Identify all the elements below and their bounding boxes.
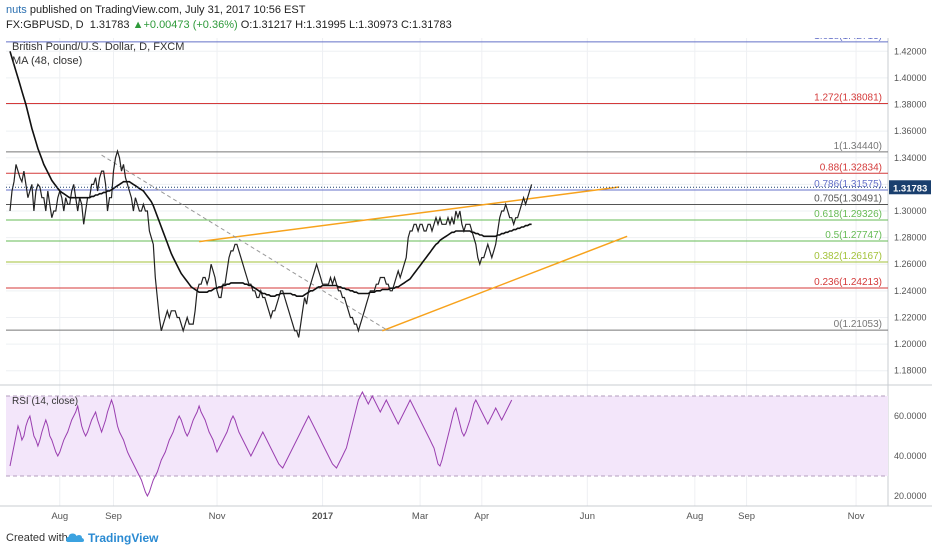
rsi-tick: 20.0000 — [894, 491, 927, 501]
close-value: C:1.31783 — [400, 19, 452, 31]
fib-label-0.236: 0.236(1.24213) — [814, 277, 882, 288]
time-tick: Sep — [738, 511, 755, 522]
rsi-line — [9, 390, 513, 498]
fib-label-0.382: 0.382(1.26167) — [814, 251, 882, 262]
price-tick: 1.40000 — [894, 73, 927, 83]
price-tick: 1.18000 — [894, 366, 927, 376]
last-price-marker — [889, 180, 931, 195]
price-tick: 1.20000 — [894, 339, 927, 349]
trendlines[interactable] — [101, 154, 628, 332]
tradingview-brand[interactable]: TradingView — [88, 531, 159, 545]
low-value: L:1.30973 — [348, 19, 398, 31]
time-tick: Apr — [474, 511, 489, 522]
fib-label-0.786: 0.786(1.31575) — [814, 179, 882, 190]
publish-info: nuts published on TradingView.com, July … — [6, 4, 305, 16]
time-tick: Nov — [209, 511, 226, 522]
rsi-tick: 40.0000 — [894, 451, 927, 461]
price-tick: 1.36000 — [894, 126, 927, 136]
open-value: O:1.31217 — [240, 19, 293, 31]
rsi-band — [6, 396, 888, 476]
last-price: 1.31783 — [89, 19, 130, 31]
time-tick: Jun — [580, 511, 595, 522]
rsi-pane — [6, 390, 888, 498]
price-tick: 1.24000 — [894, 286, 927, 296]
up-arrow-icon: ▲ — [132, 19, 144, 31]
price-tick: 1.38000 — [894, 100, 927, 110]
price-series — [9, 149, 533, 338]
price-change: +0.00473 (+0.36%) — [143, 19, 238, 31]
chart-area[interactable]: 1.618(1.42713) 1.272(1.38081) 1(1.34440) 0.… — [0, 38, 932, 526]
ma-label: MA (48, close) — [12, 55, 82, 67]
time-tick: Aug — [51, 511, 68, 522]
tradingview-cloud-icon — [66, 533, 84, 542]
high-value: H:1.31995 — [295, 19, 346, 31]
fib-retracement: 1.618(1.42713) 1.272(1.38081) 1(1.34440) 0.… — [6, 38, 888, 331]
time-tick: Nov — [848, 511, 865, 522]
created-with-text: Created with — [6, 532, 68, 544]
price-tick: 1.34000 — [894, 153, 927, 163]
fib-label-0.5: 0.5(1.27747) — [825, 230, 882, 241]
fib-label-1: 1(1.34440) — [834, 141, 882, 152]
price-line — [9, 149, 533, 338]
fib-label-1.272: 1.272(1.38081) — [814, 92, 882, 103]
price-axis[interactable]: 1.420001.400001.380001.360001.340001.320… — [6, 46, 931, 501]
time-tick: Sep — [105, 511, 122, 522]
footer: Created with TradingView — [0, 526, 932, 550]
price-tick: 1.28000 — [894, 233, 927, 243]
rsi-label: RSI (14, close) — [12, 396, 78, 407]
trendline-upper-channel — [199, 186, 620, 243]
fib-label-0.88: 0.88(1.32834) — [820, 162, 882, 173]
ohlc-line: FX:GBPUSD, D 1.31783 ▲+0.00473 (+0.36%) … — [6, 19, 452, 31]
fib-label-0.705: 0.705(1.30491) — [814, 193, 882, 204]
time-tick: Mar — [412, 511, 428, 522]
price-tick: 1.26000 — [894, 259, 927, 269]
trendline-dashed-down — [101, 154, 389, 332]
time-tick: 2017 — [312, 511, 333, 522]
time-axis[interactable]: Aug Sep Nov 2017 Mar Apr Jun Aug Sep Nov — [51, 511, 864, 522]
chart-title: British Pound/U.S. Dollar, D, FXCM — [12, 41, 184, 53]
ma-line — [9, 51, 532, 297]
trendline-lower-channel — [382, 235, 628, 332]
fib-label-1.618: 1.618(1.42713) — [814, 38, 882, 42]
published-text: published on TradingView.com, July 31, 2… — [26, 4, 306, 16]
price-tick: 1.22000 — [894, 312, 927, 322]
chart-header: nuts published on TradingView.com, July … — [0, 0, 932, 38]
price-tick: 1.30000 — [894, 206, 927, 216]
rsi-tick: 60.0000 — [894, 411, 927, 421]
author-link[interactable]: nuts — [6, 4, 27, 16]
last-price-label: 1.31783 — [893, 183, 927, 194]
ma-series — [9, 51, 532, 297]
fib-label-0: 0(1.21053) — [834, 319, 882, 330]
symbol: FX:GBPUSD, D — [6, 19, 84, 31]
fib-label-0.618: 0.618(1.29326) — [814, 209, 882, 220]
time-tick: Aug — [686, 511, 703, 522]
price-tick: 1.42000 — [894, 46, 927, 56]
